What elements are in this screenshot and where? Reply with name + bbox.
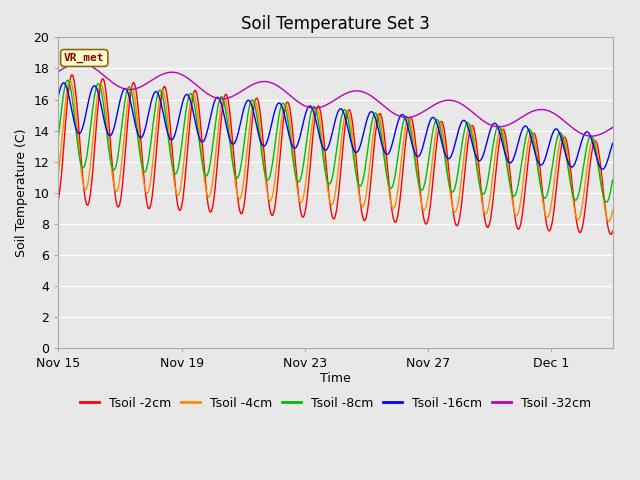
Tsoil -32cm bbox=[54, 69, 62, 74]
Tsoil -8cm bbox=[63, 77, 71, 83]
Tsoil -2cm bbox=[186, 124, 193, 130]
Tsoil -4cm bbox=[54, 170, 62, 176]
Line: Tsoil -32cm: Tsoil -32cm bbox=[58, 63, 612, 136]
Tsoil -4cm bbox=[66, 78, 74, 84]
Line: Tsoil -8cm: Tsoil -8cm bbox=[58, 80, 612, 202]
Tsoil -4cm bbox=[75, 146, 83, 152]
Tsoil -16cm bbox=[54, 93, 62, 98]
Tsoil -32cm bbox=[76, 60, 83, 66]
Tsoil -8cm bbox=[369, 114, 377, 120]
Tsoil -2cm bbox=[287, 108, 294, 114]
Tsoil -2cm bbox=[609, 228, 616, 234]
Tsoil -4cm bbox=[257, 131, 264, 137]
Tsoil -32cm bbox=[609, 125, 616, 131]
Tsoil -8cm bbox=[602, 199, 610, 205]
Tsoil -32cm bbox=[503, 122, 511, 128]
Tsoil -2cm bbox=[607, 231, 614, 237]
Tsoil -2cm bbox=[503, 140, 511, 145]
Tsoil -4cm bbox=[609, 207, 616, 213]
Tsoil -4cm bbox=[287, 123, 294, 129]
Tsoil -4cm bbox=[605, 218, 612, 224]
Tsoil -16cm bbox=[598, 167, 606, 172]
Line: Tsoil -4cm: Tsoil -4cm bbox=[58, 81, 612, 221]
Tsoil -32cm bbox=[369, 95, 377, 100]
Tsoil -2cm bbox=[369, 154, 377, 160]
Tsoil -32cm bbox=[287, 93, 294, 98]
Y-axis label: Soil Temperature (C): Soil Temperature (C) bbox=[15, 129, 28, 257]
Tsoil -32cm bbox=[186, 76, 193, 82]
Tsoil -2cm bbox=[257, 114, 264, 120]
Tsoil -16cm bbox=[287, 137, 294, 143]
Tsoil -8cm bbox=[287, 135, 294, 141]
Tsoil -4cm bbox=[369, 132, 377, 138]
Tsoil -8cm bbox=[75, 151, 83, 157]
Tsoil -8cm bbox=[54, 133, 62, 139]
Tsoil -2cm bbox=[75, 128, 83, 133]
Tsoil -32cm bbox=[588, 133, 595, 139]
Tsoil -16cm bbox=[609, 141, 616, 146]
Tsoil -4cm bbox=[503, 151, 511, 157]
Tsoil -8cm bbox=[609, 177, 616, 183]
Legend: Tsoil -2cm, Tsoil -4cm, Tsoil -8cm, Tsoil -16cm, Tsoil -32cm: Tsoil -2cm, Tsoil -4cm, Tsoil -8cm, Tsoi… bbox=[75, 392, 596, 415]
Tsoil -16cm bbox=[75, 131, 83, 136]
Tsoil -4cm bbox=[186, 105, 193, 111]
Tsoil -2cm bbox=[54, 196, 62, 202]
Tsoil -16cm bbox=[369, 110, 377, 116]
Tsoil -32cm bbox=[257, 79, 264, 84]
Line: Tsoil -16cm: Tsoil -16cm bbox=[58, 83, 612, 169]
Tsoil -8cm bbox=[257, 143, 264, 149]
Tsoil -16cm bbox=[257, 139, 264, 144]
Text: VR_met: VR_met bbox=[64, 53, 104, 63]
Tsoil -16cm bbox=[186, 95, 193, 101]
Tsoil -8cm bbox=[503, 161, 511, 167]
Tsoil -16cm bbox=[60, 80, 67, 86]
Tsoil -2cm bbox=[68, 72, 76, 78]
X-axis label: Time: Time bbox=[320, 372, 351, 384]
Tsoil -16cm bbox=[503, 155, 511, 161]
Tsoil -32cm bbox=[74, 60, 82, 66]
Tsoil -8cm bbox=[186, 92, 193, 97]
Title: Soil Temperature Set 3: Soil Temperature Set 3 bbox=[241, 15, 430, 33]
Line: Tsoil -2cm: Tsoil -2cm bbox=[58, 75, 612, 234]
